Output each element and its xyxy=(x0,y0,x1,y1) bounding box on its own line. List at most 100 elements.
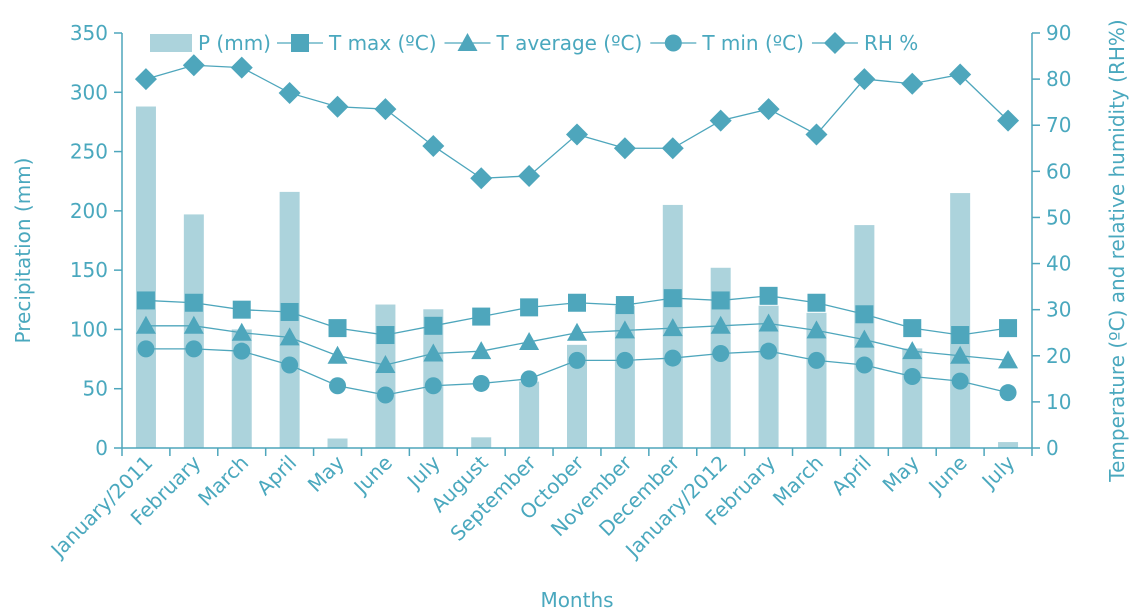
rh-point xyxy=(134,68,157,91)
t-max-c-point xyxy=(807,293,826,312)
rh-point xyxy=(518,164,541,187)
legend-marker-t-max-c xyxy=(291,34,309,52)
legend-marker-t-min-c xyxy=(664,34,682,52)
legend-label: T max (ºC) xyxy=(328,31,437,55)
left-y-tick-label: 200 xyxy=(70,199,108,223)
t-max-c-point xyxy=(951,326,970,345)
t-average-c-point xyxy=(567,322,587,341)
precip-bar xyxy=(327,438,348,448)
rh-point xyxy=(422,134,445,157)
precip-bar xyxy=(806,312,827,448)
legend-marker-t-average-c xyxy=(457,33,478,51)
left-y-tick-label: 150 xyxy=(70,258,108,282)
rh-line xyxy=(145,64,1009,179)
rh-point xyxy=(901,72,924,95)
legend-label: T min (ºC) xyxy=(701,31,804,55)
rh-point xyxy=(566,123,588,146)
t-min-c-point xyxy=(616,351,634,369)
t-min-c-point xyxy=(520,370,538,388)
rh-point xyxy=(470,167,493,190)
t-min-c-point xyxy=(281,356,299,374)
right-y-tick-label: 10 xyxy=(1046,390,1071,414)
t-max-c-point xyxy=(472,307,491,326)
t-average-c-point xyxy=(519,331,540,350)
t-max-c-point xyxy=(376,326,395,345)
left-y-tick-label: 100 xyxy=(70,317,108,341)
t-min-c-point xyxy=(329,377,347,395)
t-average-c-point xyxy=(471,341,492,360)
t-max-c-point xyxy=(280,302,299,321)
right-y-tick-label: 80 xyxy=(1046,67,1071,91)
x-axis-title: Months xyxy=(540,588,613,612)
precip-bar xyxy=(135,106,156,448)
temperature-humidity-lines xyxy=(134,54,1020,404)
right-y-tick-label: 70 xyxy=(1046,113,1071,137)
t-max-c-point xyxy=(903,319,922,338)
t-min-c-point xyxy=(760,342,778,360)
precipitation-bars xyxy=(135,106,1019,448)
x-tick-label: May xyxy=(303,450,349,496)
right-y-tick-label: 60 xyxy=(1046,159,1071,183)
precip-bar xyxy=(471,437,492,448)
legend: P (mm) T max (ºC) T average (ºC) T min (ºC)… xyxy=(150,31,918,55)
t-max-c-point xyxy=(999,319,1018,338)
t-average-c-point xyxy=(231,322,252,341)
right-y-tick-label: 40 xyxy=(1046,252,1071,276)
x-tick-label: May xyxy=(878,450,924,496)
right-y-axis-title: Temperature (ºC) and relative humidity (… xyxy=(1105,19,1129,482)
left-y-tick-label: 50 xyxy=(83,377,108,401)
legend-label: RH % xyxy=(864,31,918,55)
rh-point xyxy=(997,109,1020,132)
t-min-c-point xyxy=(472,374,490,392)
rh-point xyxy=(661,137,684,160)
right-y-tick-label: 50 xyxy=(1046,205,1071,229)
t-max-c-point xyxy=(711,291,730,310)
t-average-c-point xyxy=(998,350,1019,369)
t-max-c-point xyxy=(184,293,203,312)
precip-bar xyxy=(998,442,1019,448)
x-tick-label: April xyxy=(252,451,301,500)
t-max-c-point xyxy=(759,286,778,305)
left-y-tick-label: 350 xyxy=(70,21,108,45)
t-max-c-point xyxy=(520,298,539,317)
rh-point xyxy=(182,54,205,77)
precip-bar xyxy=(567,344,587,448)
t-min-c-point xyxy=(951,372,969,390)
precip-bar xyxy=(950,193,971,448)
t-min-c-point xyxy=(185,340,203,358)
rh-point xyxy=(709,109,732,132)
right-y-tick-label: 90 xyxy=(1046,21,1071,45)
t-average-c-point xyxy=(279,327,300,346)
left-y-axis-title: Precipitation (mm) xyxy=(11,158,35,344)
t-max-c-point xyxy=(424,316,443,335)
t-min-c-point xyxy=(855,356,873,374)
precip-bar xyxy=(519,381,540,448)
left-y-tick-label: 300 xyxy=(70,80,108,104)
x-tick-label: June xyxy=(923,451,972,500)
t-min-c-point xyxy=(137,340,155,358)
t-max-c-point xyxy=(615,296,634,315)
x-tick-label: July xyxy=(976,450,1020,494)
precip-bar xyxy=(614,305,635,448)
left-y-tick-label: 0 xyxy=(95,436,108,460)
t-average-c-point xyxy=(854,329,875,348)
precip-bar xyxy=(231,329,252,448)
t-average-c-point xyxy=(423,343,444,362)
t-max-c-point xyxy=(232,300,251,319)
t-min-c-point xyxy=(233,342,251,360)
t-min-c-point xyxy=(999,384,1017,402)
t-min-c-point xyxy=(424,377,442,395)
t-average-c-point xyxy=(662,318,683,337)
t-average-c-point xyxy=(375,355,396,373)
rh-point xyxy=(326,95,349,118)
x-tick-label: March xyxy=(768,451,828,511)
t-max-c-point xyxy=(663,289,682,308)
t-average-c-point xyxy=(327,345,348,364)
rh-point xyxy=(278,81,301,104)
x-tick-label: April xyxy=(827,451,876,500)
t-max-c-point xyxy=(568,293,586,312)
rh-point xyxy=(230,56,253,79)
t-max-c-point xyxy=(328,319,347,338)
